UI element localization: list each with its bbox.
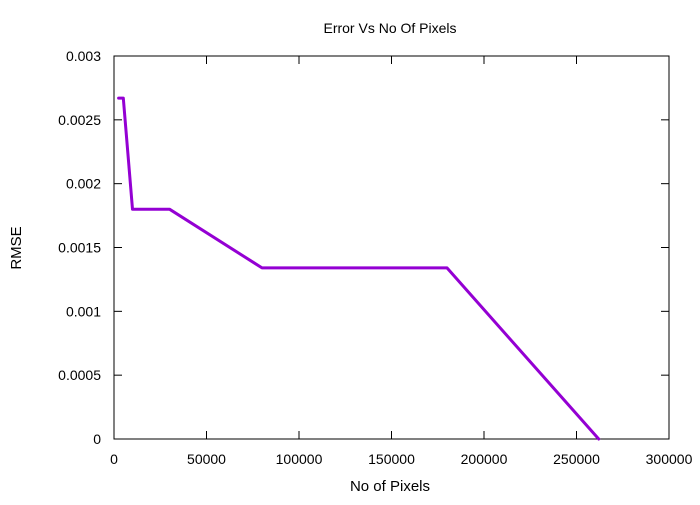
y-tick-label: 0.003 — [66, 48, 101, 64]
series-line — [119, 98, 599, 439]
y-tick-label: 0.0015 — [58, 240, 101, 256]
x-axis-label: No of Pixels — [350, 478, 430, 495]
y-tick-label: 0.0005 — [58, 367, 101, 383]
plot-frame — [114, 56, 669, 439]
x-tick-label: 50000 — [187, 451, 226, 467]
x-tick-label: 250000 — [553, 451, 600, 467]
x-tick-label: 100000 — [276, 451, 323, 467]
x-tick-label: 200000 — [461, 451, 508, 467]
y-tick-label: 0.0025 — [58, 112, 101, 128]
y-tick-label: 0 — [93, 431, 101, 447]
axis-ticks: 0 50000 100000 150000 200000 250000 300000 0 0.0… — [58, 48, 692, 467]
y-axis-label: RMSE — [8, 226, 25, 269]
chart-title: Error Vs No Of Pixels — [323, 20, 456, 36]
series-layer — [119, 98, 599, 439]
x-tick-label: 150000 — [368, 451, 415, 467]
x-tick-label: 300000 — [646, 451, 693, 467]
x-tick-label: 0 — [110, 451, 118, 467]
y-tick-label: 0.002 — [66, 176, 101, 192]
y-tick-label: 0.001 — [66, 303, 101, 319]
